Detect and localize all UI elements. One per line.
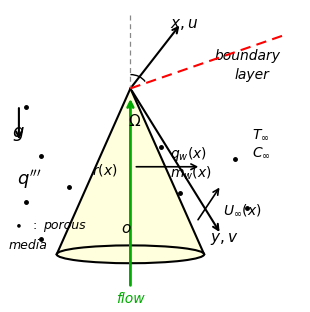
Text: layer: layer xyxy=(234,68,269,81)
Text: $o$: $o$ xyxy=(122,221,132,236)
Text: $T_{\infty}$: $T_{\infty}$ xyxy=(252,127,269,142)
Text: $\Omega$: $\Omega$ xyxy=(128,113,142,129)
Text: media: media xyxy=(8,239,47,251)
Text: $C_{\infty}$: $C_{\infty}$ xyxy=(252,146,270,160)
Text: $U_{\infty}(x)$: $U_{\infty}(x)$ xyxy=(223,202,261,217)
Text: $q^{\prime\prime\prime}$: $q^{\prime\prime\prime}$ xyxy=(17,168,41,191)
Text: $x, u$: $x, u$ xyxy=(170,17,198,32)
Polygon shape xyxy=(57,88,204,254)
Text: $q_w(x)$: $q_w(x)$ xyxy=(170,145,207,163)
Text: $\bullet$: $\bullet$ xyxy=(14,219,22,232)
Text: $m_w(x)$: $m_w(x)$ xyxy=(170,164,211,182)
Text: $y, v$: $y, v$ xyxy=(210,231,238,247)
Text: $r(x)$: $r(x)$ xyxy=(91,162,117,178)
Text: boundary: boundary xyxy=(214,49,280,63)
Text: $g$: $g$ xyxy=(12,125,25,144)
Ellipse shape xyxy=(57,246,204,263)
Text: :: : xyxy=(33,219,41,232)
Text: flow: flow xyxy=(116,292,145,306)
Text: porous: porous xyxy=(43,219,86,232)
